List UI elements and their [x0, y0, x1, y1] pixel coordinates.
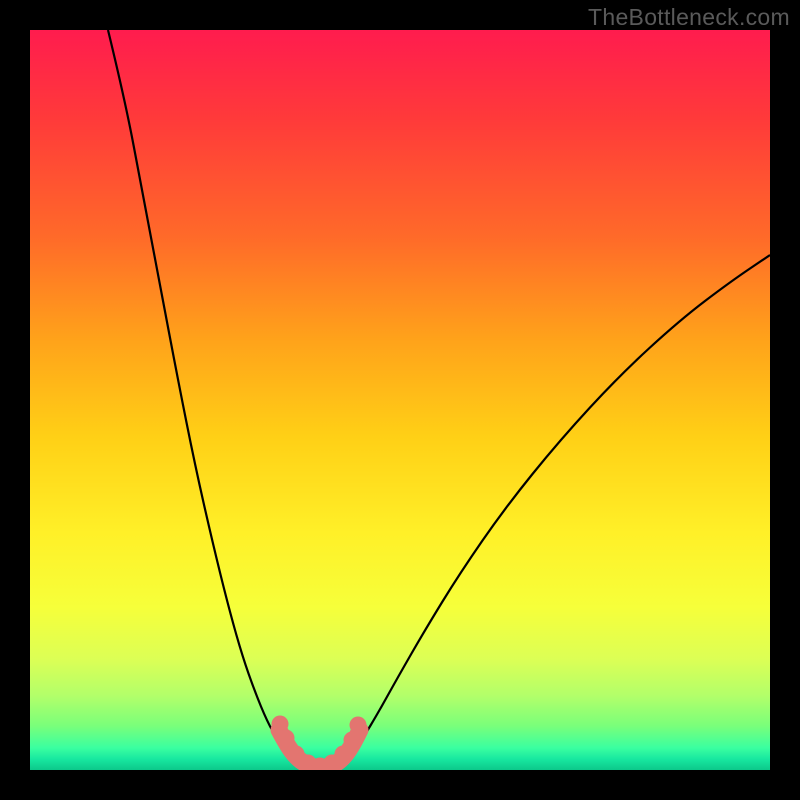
- valley-dot: [350, 717, 367, 734]
- valley-highlight-dots: [272, 716, 367, 771]
- valley-dot: [278, 730, 295, 747]
- valley-dot: [335, 746, 352, 763]
- plot-area: [30, 30, 770, 770]
- valley-dot: [344, 732, 361, 749]
- right-curve: [337, 255, 770, 767]
- curve-layer: [30, 30, 770, 770]
- left-curve: [108, 30, 303, 767]
- watermark-text: TheBottleneck.com: [588, 4, 790, 31]
